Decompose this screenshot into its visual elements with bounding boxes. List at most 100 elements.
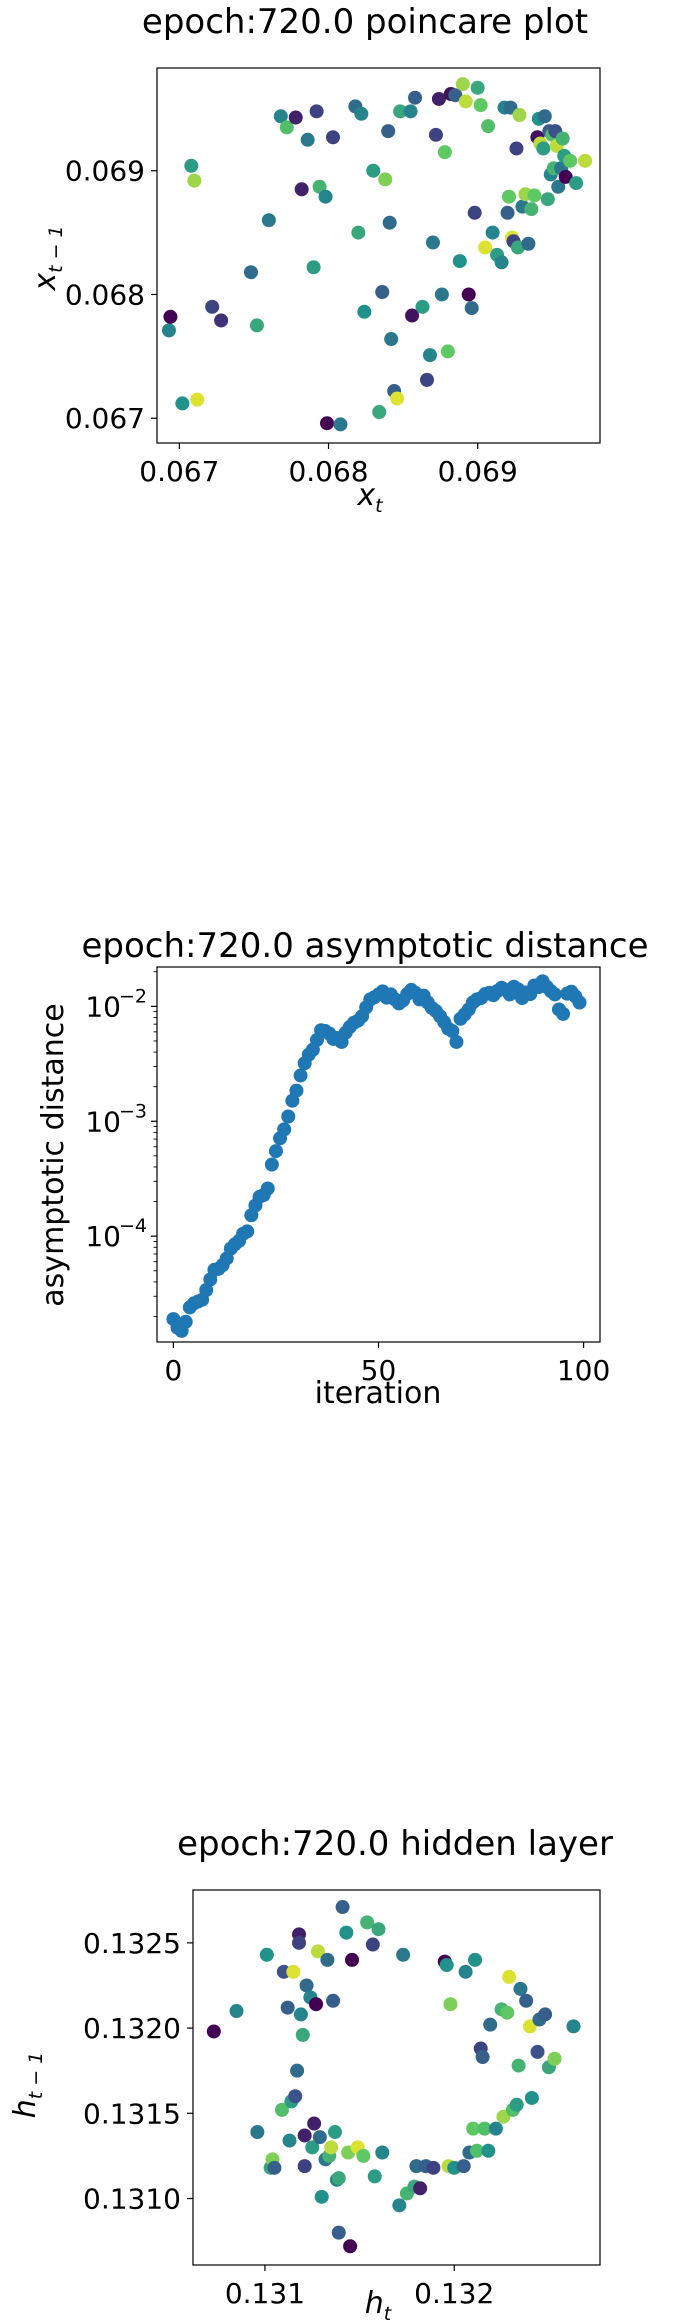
poincare-point (288, 110, 303, 125)
poincare-point (578, 153, 593, 168)
poincare-point (393, 104, 408, 119)
hidden-layer-point (475, 2050, 490, 2065)
poincare-y-tick-label: 0.069 (65, 155, 145, 188)
asymptotic-y-ticks: 10−410−310−2 (85, 971, 157, 1317)
hidden-layer-point (343, 2239, 358, 2254)
hidden-layer-x-tick-label: 0.132 (414, 2277, 494, 2310)
asymptotic-point (240, 1224, 255, 1239)
hidden-layer-point (443, 1997, 458, 2012)
hidden-layer-point (502, 1969, 517, 1984)
asymptotic-x-tick-label: 0 (164, 1354, 182, 1387)
asymptotic-point (293, 1068, 308, 1083)
poincare-point (464, 301, 479, 316)
poincare-point (294, 182, 309, 197)
asymptotic-point (445, 1024, 460, 1039)
poincare-point (524, 202, 539, 217)
hidden-layer-point (519, 1993, 534, 2008)
poincare-point (558, 169, 573, 184)
poincare-point (500, 205, 515, 220)
hidden-layer-point (293, 2007, 308, 2022)
asymptotic-y-tick-exponent: −3 (119, 1100, 147, 1122)
hidden-layer-point (288, 2089, 303, 2104)
poincare-point (261, 213, 276, 228)
poincare-point (473, 98, 488, 113)
hidden-layer-point (392, 2198, 407, 2213)
poincare-point (509, 141, 524, 156)
hidden-layer-point (365, 1937, 380, 1952)
poincare-point (214, 313, 229, 328)
asymptotic-points (166, 974, 587, 1338)
poincare-y-tick-label: 0.068 (65, 278, 145, 311)
hidden-layer-y-tick-label: 0.1310 (83, 2183, 181, 2216)
poincare-point (318, 189, 333, 204)
poincare-y-ticks: 0.067 0.068 0.069 (65, 155, 157, 435)
hidden-layer-point (500, 2005, 515, 2020)
asymptotic-point (547, 987, 562, 1002)
hidden-layer-point (481, 2143, 496, 2158)
poincare-point (372, 405, 387, 420)
poincare-point (306, 260, 321, 275)
poincare-point (555, 131, 570, 146)
poincare-point (279, 120, 294, 135)
asymptotic-point (260, 1181, 275, 1196)
hidden-layer-point (292, 1935, 307, 1950)
asymptotic-point (268, 1144, 283, 1159)
hidden-layer-point (547, 2051, 562, 2066)
hidden-layer-y-ticks: 0.1310 0.1315 0.1320 0.1325 (83, 1927, 193, 2216)
hidden-layer-point (339, 1925, 354, 1940)
hidden-layer-point (305, 2140, 320, 2155)
hidden-layer-point (375, 2145, 390, 2160)
poincare-point (403, 104, 418, 119)
hidden-layer-point (524, 2090, 539, 2105)
poincare-point (452, 254, 467, 269)
asymptotic-point (572, 995, 587, 1010)
hidden-layer-point (477, 2121, 492, 2136)
poincare-point (309, 104, 324, 119)
asymptotic-point (277, 1122, 292, 1137)
poincare-point (205, 299, 220, 314)
hidden-layer-point (371, 1922, 386, 1937)
poincare-point (437, 145, 452, 160)
hidden-layer-point (466, 2121, 481, 2136)
poincare-y-label: xt − 1 (28, 225, 67, 291)
poincare-point (249, 318, 264, 333)
hidden-layer-point (299, 1978, 314, 1993)
hidden-layer-chart: epoch:720.0 hidden layer 0.131 0.132 0.13… (8, 1824, 613, 2323)
hidden-layer-point (326, 1993, 341, 2008)
hidden-layer-point (297, 2159, 312, 2174)
asymptotic-point (289, 1083, 304, 1098)
poincare-chart: epoch:720.0 poincare plot 0.067 0.068 0.06… (28, 2, 601, 517)
poincare-point (273, 109, 288, 124)
asymptotic-point (281, 1109, 296, 1124)
poincare-point (351, 225, 366, 240)
asymptotic-point (264, 1157, 279, 1172)
hidden-layer-point (307, 2116, 322, 2131)
poincare-point (440, 344, 455, 359)
poincare-point (537, 109, 552, 124)
asymptotic-point (449, 1034, 464, 1049)
poincare-point (382, 215, 397, 230)
hidden-layer-point (327, 2125, 342, 2140)
hidden-layer-point (274, 2102, 289, 2117)
hidden-layer-point (469, 2143, 484, 2158)
hidden-layer-title: epoch:720.0 hidden layer (177, 1824, 613, 1864)
asymptotic-chart: epoch:720.0 asymptotic distance 0 50 100 1… (36, 926, 649, 1411)
asymptotic-point (556, 1006, 571, 1021)
poincare-point (190, 392, 205, 407)
poincare-x-tick-label: 0.068 (288, 455, 368, 488)
poincare-point (422, 348, 437, 363)
poincare-point (161, 323, 176, 338)
poincare-point (300, 132, 315, 147)
asymptotic-plot-frame (156, 966, 601, 1343)
poincare-point (536, 141, 551, 156)
hidden-layer-y-tick-label: 0.1325 (83, 1927, 181, 1960)
asymptotic-y-tick-label: 10 (85, 990, 121, 1023)
hidden-layer-point (290, 2063, 305, 2078)
asymptotic-title: epoch:720.0 asymptotic distance (82, 926, 649, 966)
poincare-point (485, 225, 500, 240)
poincare-x-tick-label: 0.069 (438, 455, 518, 488)
hidden-layer-point (426, 2160, 441, 2175)
hidden-layer-point (314, 2189, 329, 2204)
asymptotic-x-ticks: 0 50 100 (164, 1342, 610, 1387)
poincare-point (467, 205, 482, 220)
